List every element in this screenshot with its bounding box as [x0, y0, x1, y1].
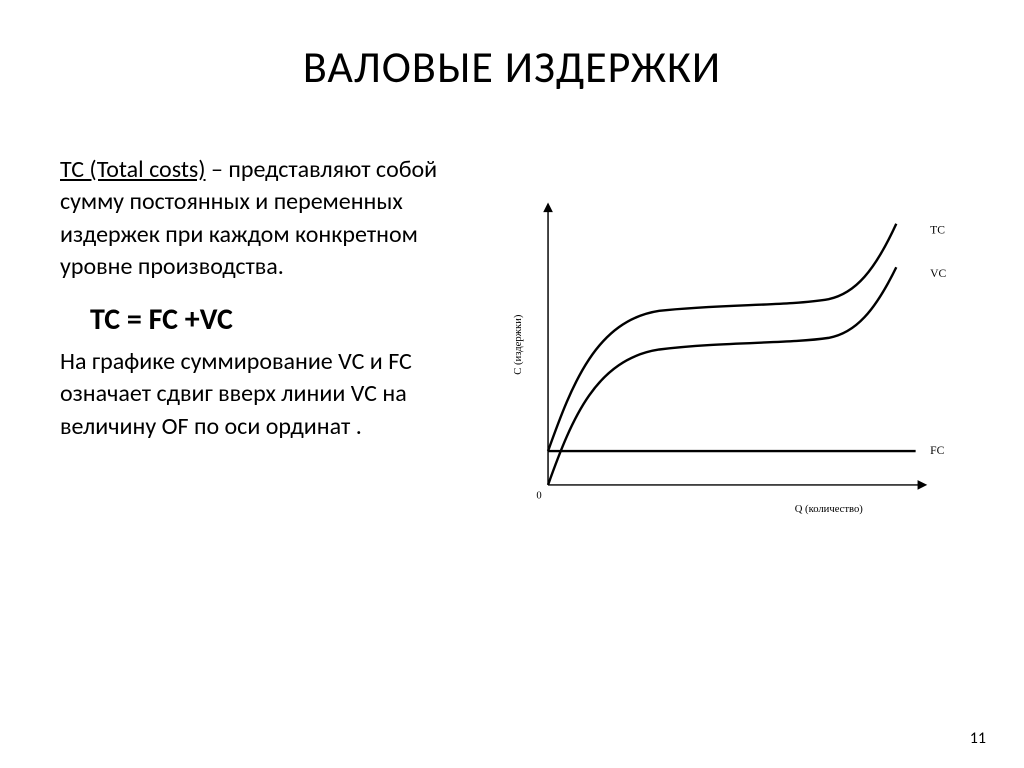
svg-text:VC: VC [930, 267, 946, 280]
tc-term: TC (Total costs) [60, 155, 206, 184]
svg-text:C (издержки): C (издержки) [513, 314, 524, 375]
graph-explanation: На графике суммирование VC и FC означает… [60, 346, 460, 443]
definition-paragraph: TC (Total costs) – представляют собой су… [60, 154, 460, 284]
formula: TC = FC +VC [90, 300, 460, 341]
svg-text:TC: TC [930, 223, 945, 236]
svg-text:Q (количество): Q (количество) [795, 504, 864, 515]
text-column: TC (Total costs) – представляют собой су… [60, 154, 460, 443]
slide-title: ВАЛОВЫЕ ИЗДЕРЖКИ [60, 40, 964, 94]
chart-column: 0 Q (количество) C (издержки) FC VC TC [490, 154, 964, 574]
content-row: TC (Total costs) – представляют собой су… [60, 154, 964, 574]
page-number: 11 [970, 729, 986, 748]
svg-text:0: 0 [536, 490, 541, 501]
cost-curves-chart: 0 Q (количество) C (издержки) FC VC TC [490, 154, 964, 574]
svg-text:FC: FC [930, 444, 944, 457]
slide: ВАЛОВЫЕ ИЗДЕРЖКИ TC (Total costs) – пред… [0, 0, 1024, 768]
